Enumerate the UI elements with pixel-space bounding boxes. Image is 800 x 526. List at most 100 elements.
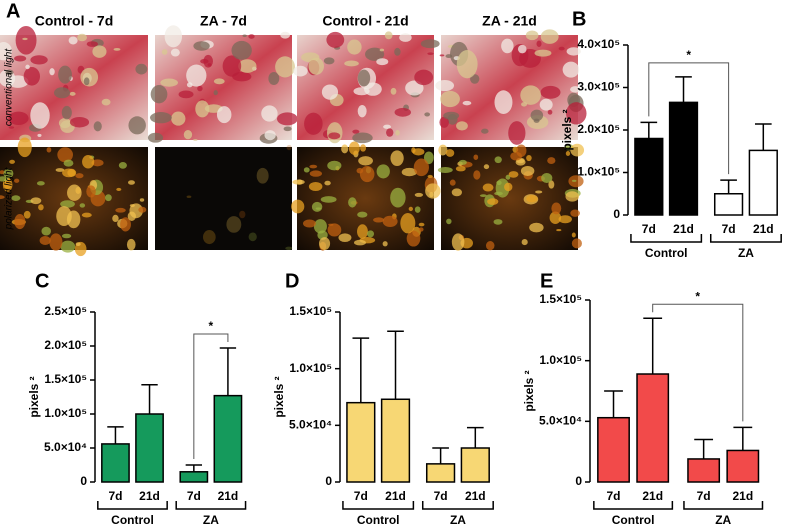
texture [164,25,183,48]
group-bracket [709,234,782,243]
texture [186,82,193,88]
texture [320,196,337,203]
texture [384,31,393,40]
texture [534,49,552,57]
texture [551,202,562,215]
texture [216,106,232,124]
texture [62,168,76,178]
texture [504,182,513,192]
y-tick-label: 2.0×10⁵ [577,122,620,136]
texture [60,240,76,253]
texture [440,90,460,108]
texture [58,65,72,84]
texture [112,214,119,223]
texture [38,204,44,211]
texture [186,64,207,87]
texture [494,191,503,196]
texture [82,155,95,169]
texture [483,164,490,170]
bar [668,101,699,216]
micrograph [0,137,148,257]
texture [171,111,186,126]
texture [126,238,136,251]
texture [183,129,193,140]
texture [399,33,412,42]
texture [147,132,164,143]
texture [170,48,180,57]
significance-bracket [652,303,744,422]
x-tick-label: 21d [732,489,753,503]
texture [286,144,292,151]
texture [394,47,401,56]
texture [77,33,87,42]
texture [508,171,519,178]
texture [365,47,385,61]
texture [437,166,453,173]
texture [566,102,587,125]
texture [293,65,308,77]
texture [23,67,41,86]
panel-letter: C [35,270,49,292]
panel-letter: E [540,270,553,292]
texture [139,198,145,202]
texture [481,128,489,134]
x-tick-label: 7d [187,489,201,503]
texture [55,168,65,172]
texture [309,170,322,177]
group-bracket [593,501,674,510]
texture [521,238,528,246]
bar [748,149,778,216]
texture [571,179,577,182]
texture [427,174,433,178]
texture [482,183,494,192]
texture [367,230,375,238]
column-label: ZA - 21d [482,13,537,29]
texture [83,77,90,86]
texture [357,69,371,87]
x-tick-label: 7d [697,489,711,503]
texture [160,78,178,87]
x-tick-label: 7d [434,489,448,503]
texture [526,155,532,162]
texture [439,54,445,57]
texture [327,160,342,171]
bar [460,447,490,483]
texture [193,41,210,51]
texture [69,91,76,96]
bar [135,413,164,483]
y-tick-label: 0 [613,207,620,221]
texture [570,209,580,217]
bar [101,443,130,483]
texture [11,195,21,201]
texture [239,210,246,219]
chart: E 0 5.0×10⁴ 1.0×10⁵ 1.5×10⁵ pixels ² 7d 21d 7d 21… [522,270,764,526]
texture [533,118,540,123]
texture [303,219,316,228]
group-bracket [175,501,247,510]
texture [456,121,468,131]
group-label: ZA [203,513,219,526]
texture [414,192,424,197]
chart: B 0 1.0×10⁵ 2.0×10⁵ 3.0×10⁵ 4.0×10⁵ pixels ² 7d… [560,8,782,260]
y-tick-label: 1.0×10⁵ [539,353,582,367]
texture [69,116,90,128]
texture [456,50,478,79]
texture [296,179,303,185]
texture [101,98,111,106]
micrograph [0,25,148,143]
group-bracket [421,501,494,510]
texture [46,147,52,153]
bar [597,416,630,483]
x-tick-label: 7d [642,222,656,236]
micrograph [437,143,585,251]
texture [14,55,27,62]
texture [565,151,571,156]
y-axis-title: pixels ² [522,370,536,411]
bar [726,449,760,483]
y-axis-title: pixels ² [272,376,286,417]
texture [358,156,373,166]
bar [634,137,664,216]
texture [115,207,126,213]
